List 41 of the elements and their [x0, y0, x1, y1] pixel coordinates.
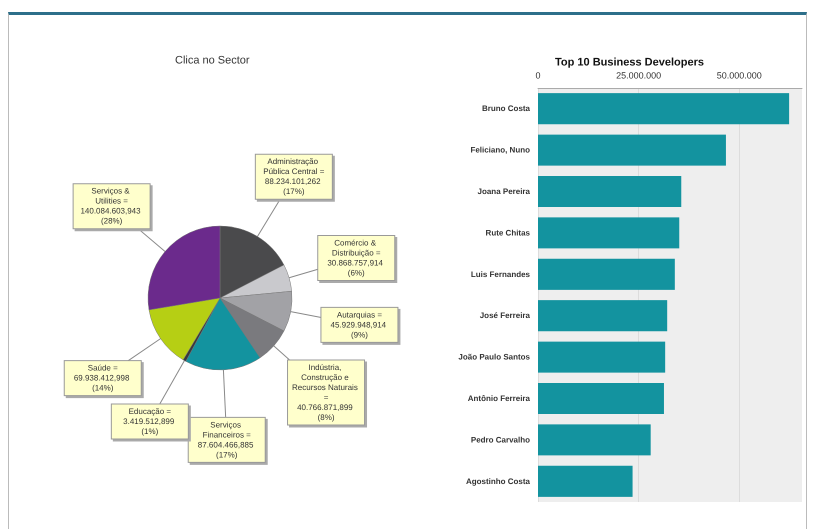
- slice-label: Serviços Financeiros =: [202, 420, 252, 440]
- y-tick-label: Luis Fernandes: [470, 270, 531, 279]
- data-label: 3.419.512,899 (1%): [123, 416, 177, 436]
- bar: [538, 217, 680, 248]
- x-tick-label: 25.000.000: [616, 70, 662, 80]
- slice-label: Autarquias =: [336, 310, 382, 320]
- y-tick-label: Feliciano, Nuno: [470, 146, 530, 155]
- slice-label: Saúde =: [88, 364, 118, 373]
- data-label: 69.938.412,998 (14%): [74, 374, 132, 393]
- y-tick-label: José Ferreira: [480, 311, 531, 320]
- data-label: 88.234.101,262 (17%): [264, 177, 323, 196]
- x-tick-label: 0: [535, 70, 541, 80]
- data-label: 140.084.603,943 (28%): [80, 206, 143, 226]
- data-label: 87.604.466,885 (17%): [198, 440, 256, 460]
- data-label: 30.868.757,914 (6%): [327, 258, 386, 278]
- y-tick-label: Antônio Ferreira: [468, 394, 531, 403]
- slice-label: Administração Pública Central =: [263, 157, 325, 176]
- data-label: 45.929.948,914 (9%): [330, 320, 388, 340]
- y-tick-label: Joana Pereira: [478, 187, 531, 196]
- bar: [538, 176, 682, 208]
- bar: [538, 258, 675, 290]
- chart-title: Clica no Sector: [175, 54, 250, 66]
- slice-label: Educação =: [128, 406, 172, 416]
- slice-label: Comércio & Distribuição =: [332, 238, 381, 258]
- y-tick-label: Bruno Costa: [482, 104, 531, 114]
- slice-label: Serviços & Utilities =: [91, 186, 132, 206]
- bar: [538, 93, 790, 124]
- data-label: 40.766.871,899 (8%): [297, 402, 355, 422]
- y-tick-label: João Paulo Santos: [458, 352, 531, 362]
- bar: [538, 342, 666, 373]
- y-tick-label: Agostinho Costa: [466, 476, 531, 486]
- y-tick-label: Pedro Carvalho: [470, 435, 530, 444]
- chart-title: Top 10 Business Developers: [555, 56, 704, 68]
- slice-label: Indústria, Construção e Recursos Naturais =: [292, 362, 360, 402]
- bar: [538, 466, 633, 497]
- bar: [538, 134, 726, 166]
- bar: [538, 424, 651, 456]
- bar: [538, 382, 664, 414]
- bar: [538, 300, 668, 332]
- y-tick-label: Rute Chitas: [486, 228, 531, 238]
- x-tick-label: 50.000.000: [716, 70, 762, 80]
